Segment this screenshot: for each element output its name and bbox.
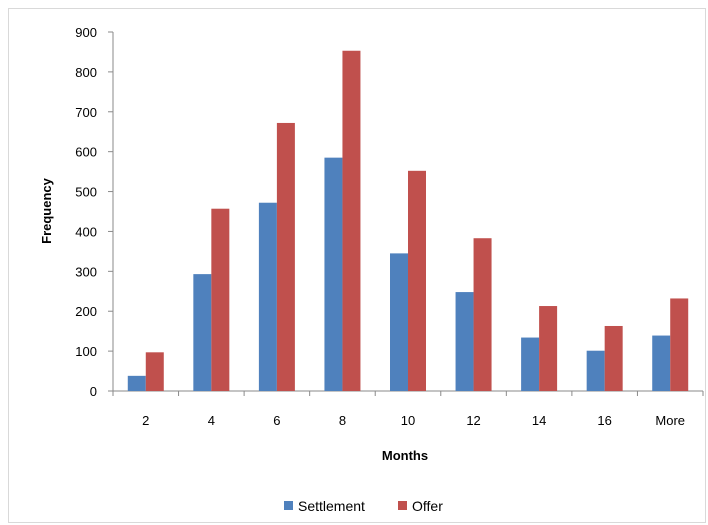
x-tick-label: 4 — [208, 413, 215, 428]
settlement-bar — [390, 253, 408, 391]
y-tick-label: 200 — [75, 304, 97, 319]
x-tick-label: 2 — [142, 413, 149, 428]
offer-bar — [408, 170, 426, 391]
x-tick-label: 14 — [532, 413, 546, 428]
x-axis-title: Months — [382, 448, 428, 463]
legend-swatch — [398, 501, 407, 510]
y-tick-label: 0 — [90, 384, 97, 399]
settlement-bar — [586, 350, 605, 391]
settlement-bar — [455, 292, 474, 391]
x-tick-label: 10 — [401, 413, 415, 428]
y-tick-label: 800 — [75, 65, 97, 80]
y-tick-label: 400 — [75, 224, 97, 239]
legend-swatch — [284, 501, 293, 510]
x-tick-label: 16 — [597, 413, 611, 428]
legend-label: Offer — [412, 498, 443, 514]
offer-bar — [670, 298, 689, 391]
settlement-bar — [127, 375, 146, 391]
settlement-bar — [521, 337, 540, 391]
offer-bar — [342, 50, 361, 392]
offer-bar — [211, 208, 230, 391]
x-tick-label: 8 — [339, 413, 346, 428]
x-tick-label: 6 — [273, 413, 280, 428]
offer-bar — [145, 352, 164, 391]
x-tick-label: More — [655, 413, 685, 428]
offer-bar — [539, 306, 558, 391]
settlement-bar — [193, 274, 212, 391]
offer-bar — [276, 122, 295, 392]
legend: Settlement Offer — [284, 498, 443, 514]
y-tick-label: 100 — [75, 344, 97, 359]
plot-area: 0 100 200 300 400 500 600 700 800 900 2 4 6 8 10 12 14 16… — [75, 25, 704, 428]
legend-item-settlement: Settlement — [284, 498, 365, 514]
legend-label: Settlement — [298, 498, 365, 514]
x-tick-label: 12 — [466, 413, 480, 428]
y-tick-label: 300 — [75, 264, 97, 279]
y-tick-label: 900 — [75, 25, 97, 40]
offer-bar — [473, 238, 492, 391]
settlement-bar — [652, 335, 671, 391]
y-tick-label: 600 — [75, 145, 97, 160]
settlement-bar — [324, 157, 343, 391]
legend-item-offer: Offer — [398, 498, 443, 514]
offer-bar — [604, 325, 623, 391]
y-tick-label: 500 — [75, 185, 97, 200]
y-axis-title: Frequency — [39, 177, 54, 244]
settlement-bar — [258, 202, 277, 391]
y-tick-label: 700 — [75, 105, 97, 120]
